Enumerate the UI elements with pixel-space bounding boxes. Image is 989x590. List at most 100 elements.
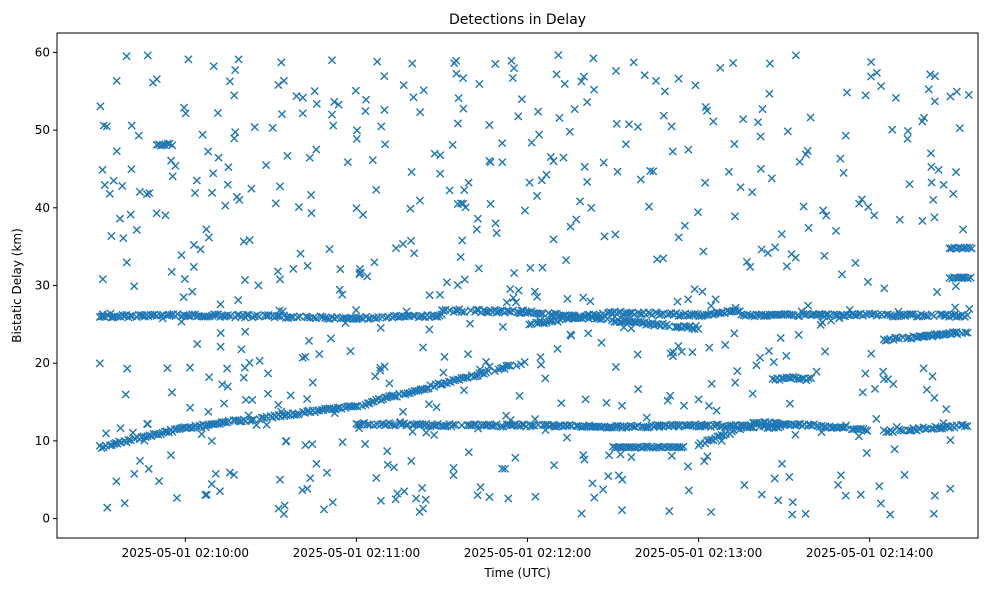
data-point — [570, 105, 579, 114]
data-point — [204, 407, 213, 416]
data-point — [231, 128, 240, 137]
data-point — [769, 358, 778, 367]
data-point — [801, 150, 810, 159]
data-point — [202, 490, 211, 499]
data-point — [247, 184, 256, 193]
data-point — [951, 303, 960, 312]
data-point — [278, 307, 287, 316]
data-point — [116, 424, 125, 433]
data-point — [389, 463, 399, 472]
data-point — [98, 165, 107, 174]
data-point — [560, 79, 569, 88]
data-point — [716, 63, 725, 72]
data-point — [876, 499, 885, 508]
data-point — [425, 291, 434, 300]
data-point — [208, 188, 217, 197]
data-point — [277, 58, 286, 67]
data-point — [674, 421, 683, 430]
data-point — [611, 230, 620, 239]
data-point — [763, 248, 772, 258]
data-point — [550, 422, 559, 431]
data-point — [330, 97, 339, 106]
data-point — [547, 315, 556, 324]
data-point — [520, 206, 530, 215]
data-point — [515, 391, 524, 400]
data-point — [98, 310, 107, 319]
data-point — [789, 372, 798, 381]
data-point — [886, 510, 895, 519]
data-point — [193, 339, 202, 349]
data-point — [498, 158, 507, 167]
data-point — [177, 251, 186, 260]
data-point — [510, 268, 519, 278]
data-point — [711, 295, 720, 304]
data-point — [673, 297, 682, 306]
data-point — [179, 293, 188, 302]
data-point — [699, 247, 708, 256]
data-point — [791, 430, 800, 439]
data-point — [513, 421, 522, 430]
data-point — [207, 436, 216, 446]
data-point — [155, 477, 164, 486]
data-point — [464, 448, 473, 457]
y-tick-label: 30 — [35, 279, 50, 293]
data-point — [184, 55, 193, 64]
data-point — [907, 310, 916, 319]
data-point — [229, 470, 239, 479]
data-point — [220, 399, 229, 408]
data-point — [514, 112, 523, 121]
data-point — [275, 275, 285, 284]
data-point — [707, 379, 716, 388]
data-point — [298, 93, 307, 102]
y-tick-label: 10 — [35, 434, 50, 448]
data-point — [388, 421, 398, 430]
data-point — [473, 491, 482, 500]
data-point — [579, 72, 588, 81]
data-point — [415, 196, 424, 205]
data-point — [115, 214, 125, 223]
data-point — [476, 483, 485, 492]
data-point — [952, 168, 961, 177]
data-point — [304, 336, 314, 345]
data-point — [475, 79, 484, 89]
data-point — [351, 86, 360, 95]
data-point — [244, 411, 253, 420]
data-point — [223, 364, 232, 373]
data-point — [376, 496, 385, 505]
data-point — [498, 139, 507, 148]
data-point — [536, 316, 545, 325]
data-point — [240, 363, 249, 372]
data-point — [536, 353, 545, 362]
data-point — [767, 174, 776, 183]
data-point — [498, 422, 508, 431]
data-point — [145, 189, 154, 198]
data-point — [743, 310, 752, 319]
data-point — [536, 309, 545, 318]
data-point — [177, 317, 186, 326]
data-point — [491, 59, 500, 68]
data-point — [158, 314, 167, 323]
data-point — [566, 222, 575, 231]
data-point — [679, 442, 688, 451]
data-point — [657, 310, 666, 319]
data-point — [788, 498, 797, 507]
data-point — [677, 347, 686, 356]
data-point — [327, 110, 337, 119]
data-point — [517, 95, 526, 104]
data-point — [765, 89, 774, 98]
data-point — [472, 305, 481, 314]
data-point — [856, 490, 865, 499]
data-point — [605, 451, 614, 460]
data-point — [303, 394, 312, 404]
data-point — [402, 421, 411, 430]
data-point — [485, 492, 494, 502]
data-point — [674, 74, 683, 83]
data-point — [861, 91, 870, 100]
data-point — [459, 74, 468, 83]
data-point — [879, 367, 888, 376]
data-point — [107, 231, 116, 241]
data-point — [376, 323, 385, 332]
data-point — [731, 378, 740, 387]
data-point — [881, 336, 890, 345]
